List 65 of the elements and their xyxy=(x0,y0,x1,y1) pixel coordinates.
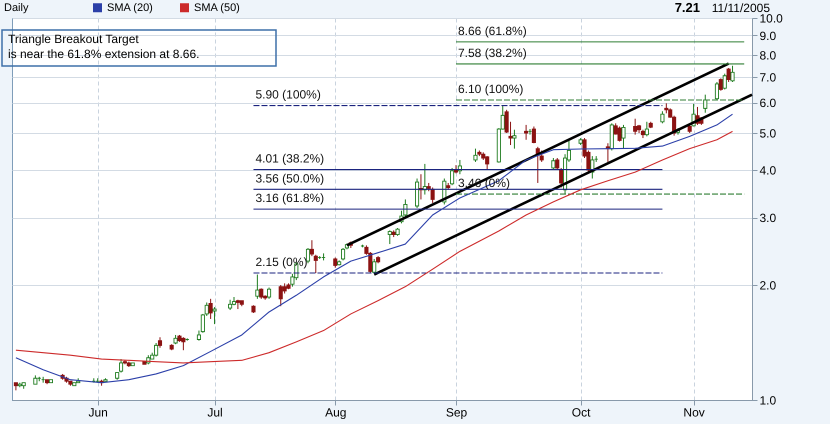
candlestick xyxy=(524,124,528,140)
candlestick xyxy=(618,126,622,142)
x-tick-label: Jun xyxy=(88,406,108,420)
candlestick xyxy=(267,287,272,300)
candlestick xyxy=(532,126,536,144)
candlestick xyxy=(228,299,232,311)
candlestick xyxy=(236,299,240,310)
y-tick-label: 5.0 xyxy=(760,126,777,140)
candlestick xyxy=(722,73,727,90)
candlestick xyxy=(430,186,435,204)
candlestick xyxy=(310,240,314,257)
annotation: 3.56 (50.0%) xyxy=(255,171,324,186)
x-tick-label: Jul xyxy=(207,406,223,420)
annotation: 5.90 (100%) xyxy=(255,88,321,102)
legend-label: SMA (20) xyxy=(107,2,153,14)
y-tick-label: 8.0 xyxy=(760,48,777,63)
candlestick xyxy=(726,67,731,82)
candlestick xyxy=(158,336,162,348)
candlestick xyxy=(610,122,614,151)
annotation: 3.16 (61.8%) xyxy=(255,191,324,206)
annotation: 6.10 (100%) xyxy=(458,82,524,96)
annotation: 4.01 (38.2%) xyxy=(255,152,324,166)
candlestick xyxy=(388,230,392,245)
candlestick xyxy=(212,306,217,325)
candlestick xyxy=(660,110,664,124)
chart-title: Daily xyxy=(4,2,29,14)
candlestick xyxy=(714,81,719,101)
candlestick xyxy=(154,342,158,357)
x-tick-label: Sep xyxy=(446,406,468,420)
candlestick xyxy=(450,167,454,186)
candlestick xyxy=(333,257,338,268)
candlestick xyxy=(730,65,735,82)
y-tick-label: 3.0 xyxy=(760,211,777,226)
candlestick xyxy=(664,102,668,114)
candlestick xyxy=(278,284,283,307)
candlestick xyxy=(703,94,708,114)
candlestick xyxy=(341,247,346,261)
candlestick xyxy=(621,124,626,150)
x-tick-label: Aug xyxy=(325,406,346,420)
candlestick xyxy=(208,298,213,320)
candlestick xyxy=(633,118,638,136)
candlestick xyxy=(512,129,516,150)
candlestick xyxy=(473,148,478,162)
x-tick-label: Oct xyxy=(572,406,592,420)
y-tick-label: 9.0 xyxy=(760,28,777,43)
y-tick-label: 6.0 xyxy=(760,96,777,110)
candlestick xyxy=(718,78,723,92)
y-tick-label: 7.0 xyxy=(760,70,777,85)
annotation: 7.58 (38.2%) xyxy=(458,46,527,60)
candlestick xyxy=(644,121,649,137)
candlestick xyxy=(306,247,310,264)
y-tick-label: 4.0 xyxy=(760,164,777,178)
legend-label: SMA (50) xyxy=(194,2,240,14)
annotation: 8.66 (61.8%) xyxy=(458,24,527,38)
y-tick-label: 2.0 xyxy=(760,278,777,293)
candlestick xyxy=(415,178,420,209)
annotation: Triangle Breakout Target is near the 61.8% extension at 8.66. xyxy=(8,32,200,61)
x-tick-label: Nov xyxy=(683,406,705,420)
candlestick xyxy=(174,334,178,345)
text: 7.21 xyxy=(674,0,700,15)
candlestick xyxy=(259,288,264,300)
candlestick xyxy=(181,336,186,351)
candlestick xyxy=(372,258,376,274)
y-tick-label: 1.0 xyxy=(760,394,777,408)
candlestick xyxy=(485,156,490,171)
